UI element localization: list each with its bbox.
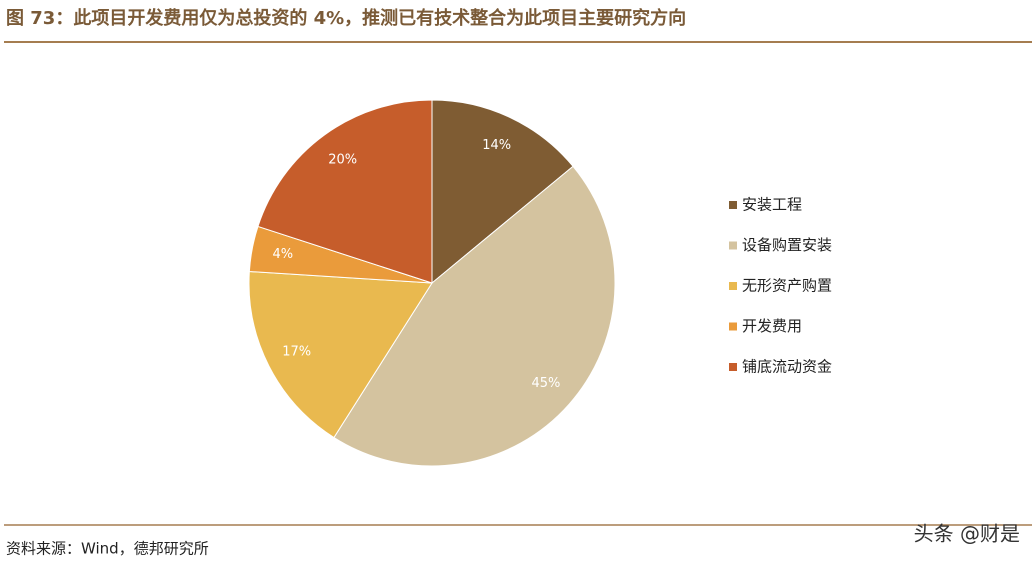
legend-swatch	[729, 322, 737, 331]
data-label: 20%	[328, 153, 357, 168]
legend-swatch	[729, 241, 737, 250]
watermark: 头条 @财是	[914, 522, 1020, 546]
legend-label: 开发费用	[742, 317, 802, 335]
legend-label: 铺底流动资金	[742, 358, 832, 376]
legend-label: 安装工程	[742, 196, 802, 214]
pie-slice	[248, 270, 433, 439]
data-label: 17%	[282, 344, 311, 359]
legend-label: 无形资产购置	[742, 277, 832, 295]
pie-slice	[333, 165, 616, 467]
legend-swatch	[729, 282, 737, 290]
legend-swatch	[729, 363, 737, 371]
chart-title: 图 73：此项目开发费用仅为总投资的 4%，推测已有技术整合为此项目主要研究方向	[6, 7, 686, 29]
data-label: 14%	[482, 138, 511, 153]
data-label: 45%	[531, 376, 560, 391]
pie-slice	[431, 99, 574, 285]
data-label: 4%	[272, 247, 293, 262]
pie-slice	[257, 99, 433, 284]
source: 资料来源：Wind，德邦研究所	[6, 540, 209, 558]
legend-label: 设备购置安装	[742, 236, 832, 254]
legend-swatch	[729, 201, 737, 209]
